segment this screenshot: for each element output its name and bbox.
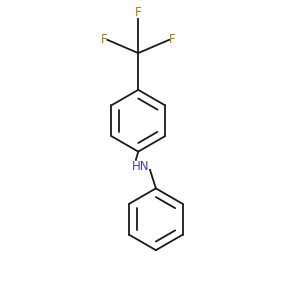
Text: F: F (169, 33, 176, 46)
Text: HN: HN (132, 160, 150, 173)
Text: F: F (101, 33, 107, 46)
Text: F: F (135, 6, 142, 19)
